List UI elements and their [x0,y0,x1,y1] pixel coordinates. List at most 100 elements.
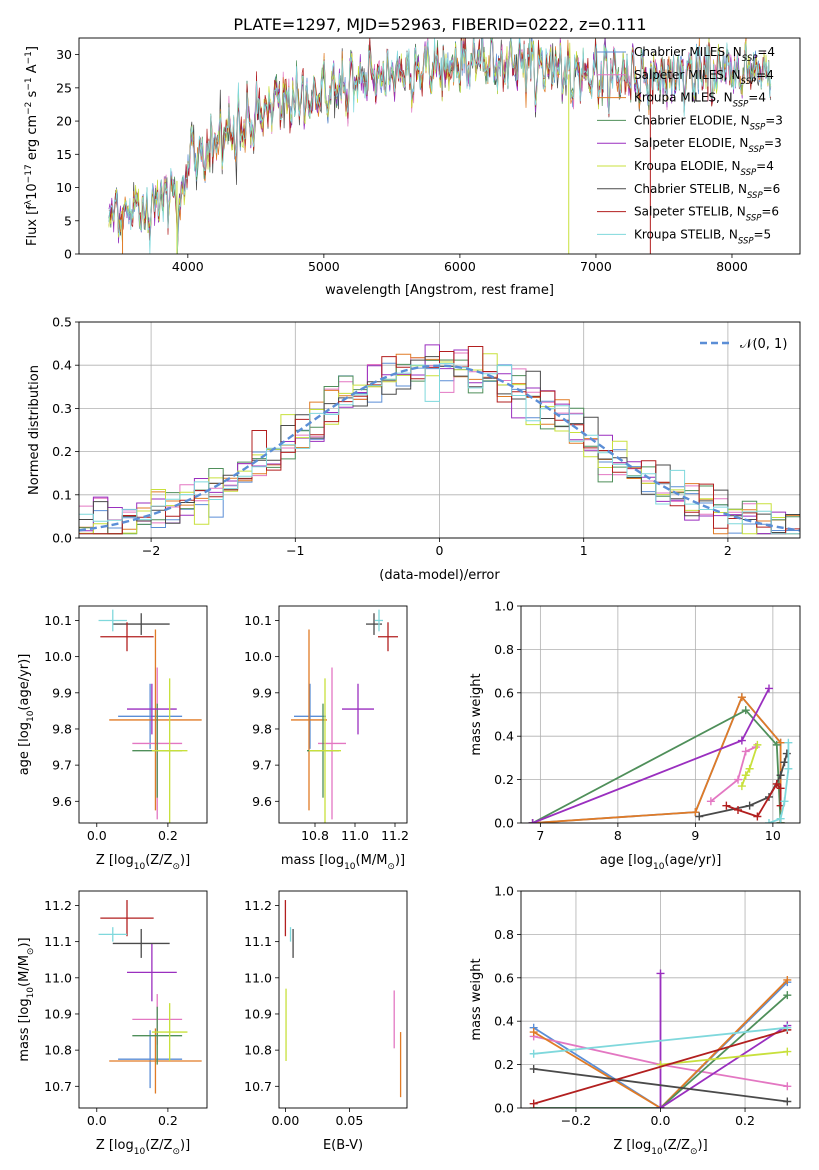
x-tick-label: 0.0 [87,828,107,843]
panel-mass-weight-vs-age: 7 8 9 10 0.0 0.2 0.4 0.6 0.8 1.0 age [log10(age/yr… [469,599,801,872]
y-tick-label: 9.7 [252,758,272,773]
panel-residual-histogram: −2 −1 0 1 2 0.0 0.1 0.2 0.3 0.4 0.5 (data-model)/er… [27,315,801,583]
x-axis-label: Z [log10(Z/Z⊙)] [613,1138,707,1157]
mass-weight-marker [776,814,785,823]
y-tick-label: 9.9 [252,685,272,700]
x-tick-label: 10.8 [301,828,329,843]
x-tick-label: −2 [142,543,160,558]
mass-weight-marker [741,771,750,780]
x-axis-label: wavelength [Angstrom, rest frame] [325,283,554,298]
x-axis-label: E(B-V) [323,1138,363,1153]
y-tick-label: 25 [56,80,72,95]
axes-frame [78,890,208,1109]
y-tick-label: 10 [56,180,72,195]
mass-weight-series [533,979,788,1108]
x-tick-label: 7 [536,828,544,843]
x-tick-label: 9 [691,828,699,843]
x-tick-label: 8000 [716,259,748,274]
x-axis-label: (data-model)/error [379,568,500,583]
mass-weight-marker [656,1104,665,1108]
legend-label: Chabrier STELIB, NSSP=6 [634,182,780,201]
mass-weight-marker [745,801,754,810]
y-tick-label: 0.6 [494,685,514,700]
y-tick-label: 0.8 [494,927,514,942]
plot-area [108,38,772,254]
x-tick-label: 5000 [308,259,340,274]
mass-weight-marker [741,747,750,756]
y-tick-label: 0.4 [494,729,514,744]
mass-weight-marker [776,771,785,780]
x-tick-label: 0.05 [335,1113,363,1128]
panel-age-vs-mass: 10.8 11.0 11.2 9.6 9.7 9.8 9.9 10.0 10.1 mass [lo… [244,605,409,872]
x-tick-label: 6000 [444,259,476,274]
mass-weight-marker [656,969,665,978]
spectrum-series [108,38,772,254]
plot-area [79,344,800,535]
histogram-series [79,352,800,535]
panel-spectrum: 4000 5000 6000 7000 8000 0 5 10 15 20 25 30 waveleng… [24,37,801,298]
mass-weight-marker [772,740,781,749]
legend: Chabrier MILES, NSSP=4 Salpeter MILES, NS… [597,45,783,246]
y-tick-label: 0.6 [494,970,514,985]
y-tick-label: 0.0 [494,816,514,831]
plot-area [98,900,202,1094]
x-axis-label: Z [log10(Z/Z⊙)] [96,853,190,872]
y-tick-label: 11.1 [244,934,272,949]
mass-weight-series [741,744,759,787]
histogram-series [79,363,800,535]
y-axis-label: mass weight [469,673,484,755]
mass-weight-marker [706,797,715,806]
y-tick-label: 0.0 [52,531,72,546]
y-tick-label: 10.7 [244,1079,272,1094]
panel-mass-vs-Z: 0.0 0.2 10.7 10.8 10.9 11.0 11.1 11.2 Z [log10(Z… [17,890,208,1157]
mass-weight-marker [783,1023,792,1032]
y-tick-label: 0.0 [494,1101,514,1116]
x-axis-label: age [log10(age/yr)] [600,853,722,872]
y-axis-label: mass weight [469,958,484,1040]
histogram-series [79,359,800,535]
x-tick-label: 0.2 [158,1113,178,1128]
y-tick-label: 9.9 [52,685,72,700]
y-tick-label: 0.1 [52,487,72,502]
mass-weight-marker [734,775,742,784]
mass-weight-series [659,973,788,1108]
x-tick-label: 10 [765,828,781,843]
plot-area [528,684,793,823]
mass-weight-marker [741,706,750,715]
mass-weight-marker [734,805,742,814]
mass-weight-marker [776,784,785,793]
y-tick-label: 0.8 [494,642,514,657]
mass-weight-marker [782,749,791,758]
y-tick-label: 0.4 [494,1014,514,1029]
y-tick-label: 1.0 [494,599,514,614]
legend-label: Salpeter ELODIE, NSSP=3 [634,136,782,155]
x-tick-label: 0 [436,543,444,558]
legend-label: Salpeter MILES, NSSP=4 [634,68,774,87]
y-tick-label: 0.5 [52,315,72,330]
y-tick-label: 10.8 [244,1043,272,1058]
y-axis-label: Flux [fλ10−17 erg cm−2 s−1 A−1] [24,46,40,246]
x-tick-label: 11.2 [381,828,409,843]
mass-weight-marker [745,764,754,773]
normal-reference-curve [79,364,800,532]
mass-weight-marker [753,740,762,749]
y-tick-label: 10.0 [244,649,272,664]
legend-label: 𝒩(0, 1) [740,337,787,352]
mass-weight-series [533,981,788,1108]
y-tick-label: 11.1 [44,934,72,949]
y-tick-label: 10.8 [44,1043,72,1058]
mass-weight-marker [753,812,762,821]
y-tick-label: 9.7 [52,758,72,773]
y-tick-label: 9.6 [252,794,272,809]
mass-weight-marker [691,808,700,817]
legend-label: Kroupa STELIB, NSSP=5 [634,227,771,246]
y-tick-label: 10.9 [244,1006,272,1021]
mass-weight-series [532,688,770,823]
mass-weight-marker [765,684,773,693]
mass-weight-marker [783,1047,792,1056]
mass-weight-series [710,746,757,803]
y-tick-label: 11.0 [44,970,72,985]
y-axis-label: Normed distribution [27,365,42,495]
figure-title: PLATE=1297, MJD=52963, FIBERID=0222, z=0… [233,15,646,34]
y-tick-label: 11.2 [44,898,72,913]
